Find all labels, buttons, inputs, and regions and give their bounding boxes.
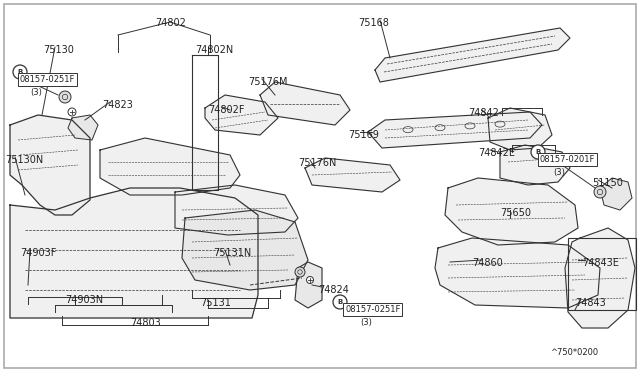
Polygon shape [10,115,90,215]
Text: (3): (3) [30,88,42,97]
Bar [568,238,636,310]
Text: 75169: 75169 [348,130,379,140]
Text: 08157-0201F: 08157-0201F [540,155,595,164]
Text: 75130N: 75130N [5,155,44,165]
Polygon shape [205,95,278,135]
Polygon shape [500,145,570,185]
Polygon shape [68,115,98,140]
Text: 75131: 75131 [200,298,231,308]
Text: 75168: 75168 [358,18,389,28]
Text: (3): (3) [360,318,372,327]
Polygon shape [488,108,552,150]
Circle shape [333,295,347,309]
Circle shape [13,65,27,79]
Polygon shape [260,82,350,125]
Text: 74802F: 74802F [208,105,244,115]
Polygon shape [182,210,308,290]
Text: 75176N: 75176N [298,158,337,168]
Text: 75130: 75130 [43,45,74,55]
Circle shape [68,108,76,116]
Circle shape [295,267,305,277]
Text: B: B [536,149,541,155]
Text: 74823: 74823 [102,100,133,110]
Text: 74860: 74860 [472,258,503,268]
Text: 75650: 75650 [500,208,531,218]
Polygon shape [368,112,542,148]
Polygon shape [305,158,400,192]
Text: 74842: 74842 [468,108,499,118]
Circle shape [59,91,71,103]
Text: 74903F: 74903F [20,248,56,258]
Text: B: B [337,299,342,305]
Text: (3): (3) [553,168,565,177]
Text: 51150: 51150 [592,178,623,188]
Text: ^750*0200: ^750*0200 [550,348,598,357]
Polygon shape [100,138,240,195]
Circle shape [594,186,606,198]
Polygon shape [375,28,570,82]
Text: 74824: 74824 [318,285,349,295]
Text: 74842E: 74842E [478,148,515,158]
Polygon shape [600,178,632,210]
Text: B: B [17,69,22,75]
Circle shape [307,276,314,283]
Text: 74802N: 74802N [195,45,233,55]
Circle shape [531,145,545,159]
Text: 75176M: 75176M [248,77,287,87]
Text: 08157-0251F: 08157-0251F [20,75,76,84]
Text: 74843E: 74843E [582,258,619,268]
Polygon shape [175,185,298,235]
Polygon shape [10,188,258,318]
Polygon shape [565,228,635,328]
Polygon shape [435,238,600,308]
Text: 75131N: 75131N [213,248,252,258]
Polygon shape [445,178,578,245]
Text: 08157-0251F: 08157-0251F [345,305,401,314]
Text: 74803: 74803 [130,318,161,328]
Text: 74802: 74802 [155,18,186,28]
Text: 74843: 74843 [575,298,605,308]
Text: 74903N: 74903N [65,295,103,305]
Polygon shape [295,262,322,308]
